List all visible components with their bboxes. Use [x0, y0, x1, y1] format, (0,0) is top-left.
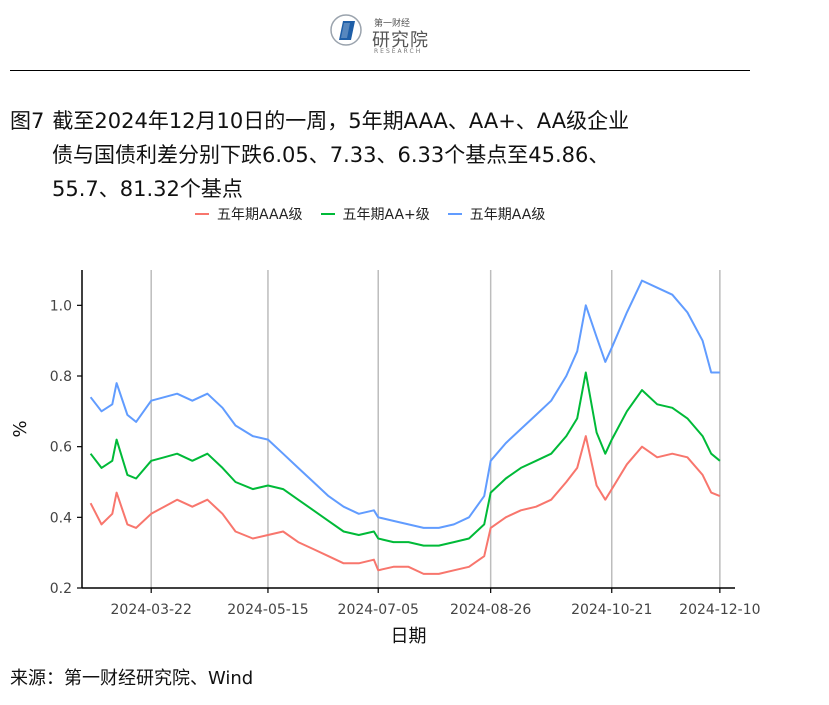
logo: 第一财经 研究院 RESEARCH [326, 10, 446, 55]
y-tick-label: 0.8 [50, 369, 72, 385]
x-tick-label: 2024-10-21 [571, 602, 652, 618]
legend-swatch-aaplus [320, 213, 335, 215]
y-tick-label: 0.6 [50, 440, 72, 456]
legend-swatch-aaa [195, 213, 209, 215]
x-tick-label: 2024-03-22 [111, 602, 192, 618]
legend-item-aaa: 五年期AAA级 [195, 204, 303, 224]
chart-axes: 0.2 0.4 0.6 0.8 1.0 2024-03-22 2024-05-15 2024-… [10, 270, 761, 647]
legend-label-aa: 五年期AA级 [469, 207, 546, 223]
x-tick-label: 2024-08-26 [450, 602, 531, 618]
x-tick-label: 2024-07-05 [338, 602, 419, 618]
title-line-3: 55.7、81.32个基点 [52, 177, 243, 201]
logo-big-text: 研究院 [372, 30, 429, 51]
x-axis-title: 日期 [391, 626, 427, 647]
legend-label-aaa: 五年期AAA级 [217, 207, 303, 223]
legend-item-aaplus: 五年期AA+级 [320, 204, 430, 224]
title-line-2: 债与国债利差分别下跌6.05、7.33、6.33个基点至45.86、 [52, 143, 610, 167]
y-tick-label: 0.2 [50, 581, 72, 597]
source-note: 来源：第一财经研究院、Wind [10, 668, 254, 689]
series-line-aaa [89, 435, 721, 575]
chart-grid [150, 270, 721, 588]
logo-small-text: 第一财经 [374, 19, 411, 29]
research-logo-icon [330, 14, 362, 46]
spread-line-chart: 0.2 0.4 0.6 0.8 1.0 2024-03-22 2024-05-15 2024-… [10, 270, 761, 647]
chart-legend: 五年期AAA级 五年期AA+级 五年期AA级 [195, 204, 545, 224]
series-line-aaplus [89, 371, 721, 547]
legend-item-aa: 五年期AA级 [447, 204, 546, 224]
header-rule [10, 70, 750, 71]
figure-label: 图7 [10, 109, 45, 133]
logo-en-text: RESEARCH [374, 48, 423, 55]
y-axis-title: % [10, 420, 31, 437]
title-line-1: 截至2024年12月10日的一周，5年期AAA、AA+、AA级企业 [52, 109, 630, 133]
series-line-aa [89, 279, 720, 529]
legend-swatch-aa [447, 213, 462, 215]
x-tick-label: 2024-12-10 [679, 602, 760, 618]
legend-label-aaplus: 五年期AA+级 [342, 207, 430, 223]
figure-title: 图7 截至2024年12月10日的一周，5年期AAA、AA+、AA级企业 债与国债… [10, 104, 770, 206]
y-tick-label: 0.4 [50, 510, 72, 526]
chart-series [89, 279, 721, 575]
x-tick-label: 2024-05-15 [227, 602, 308, 618]
y-tick-label: 1.0 [50, 298, 72, 314]
